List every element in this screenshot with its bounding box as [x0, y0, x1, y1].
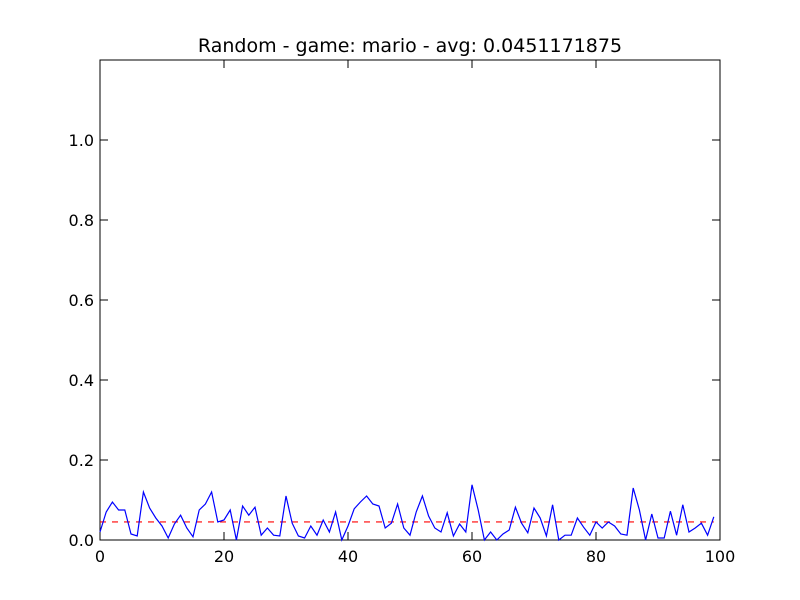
x-tick-label: 0: [95, 547, 105, 566]
series-layer: [99, 484, 715, 542]
y-tick-label: 0.4: [69, 371, 94, 390]
x-tick-label: 40: [338, 547, 358, 566]
chart-title: Random - game: mario - avg: 0.0451171875: [198, 35, 622, 57]
x-tick-label: 80: [586, 547, 606, 566]
y-tick-label: 0.6: [69, 291, 94, 310]
y-tick-label: 1.0: [69, 131, 94, 150]
x-tick-label: 100: [705, 547, 736, 566]
x-tick-label: 20: [214, 547, 234, 566]
x-tick-label: 60: [462, 547, 482, 566]
plot-area-frame: [99, 59, 721, 541]
y-tick-label: 0.2: [69, 451, 94, 470]
axis-ticks: 0 20 40 60 80 100 0.0 0.2 0.4 0.6 0.8 1.0: [69, 60, 736, 566]
y-tick-label: 0.0: [69, 531, 94, 550]
series-line: [99, 484, 715, 542]
y-tick-label: 0.8: [69, 211, 94, 230]
